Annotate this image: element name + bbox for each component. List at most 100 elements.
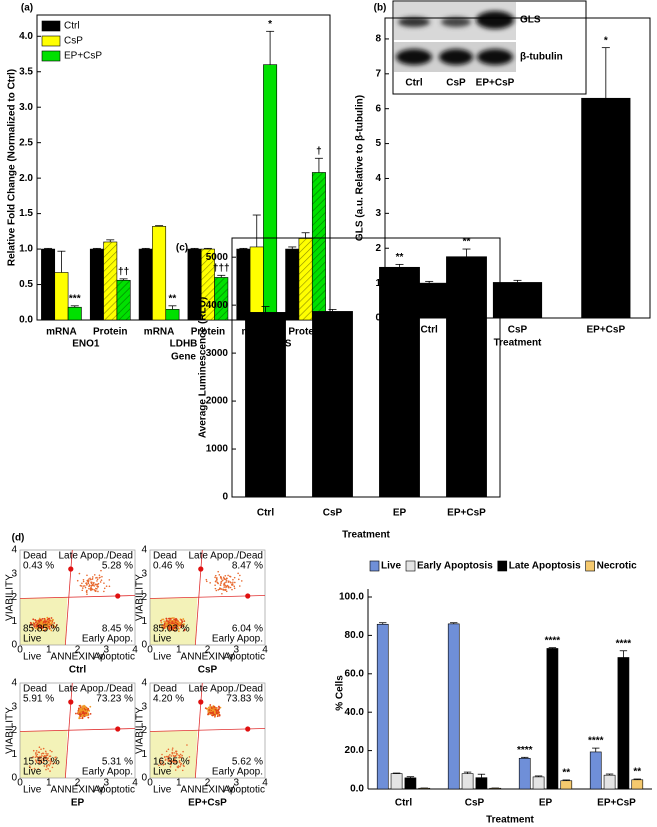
y-tick-label: 60.0 [345,668,365,679]
quadrant-value: 73.23 % [96,694,133,705]
event-dot [84,710,86,713]
x-axis-label: ANNEXIN V [181,785,235,796]
event-dot [83,713,86,715]
x-end-label: Apoptotic [223,652,265,663]
x-tick-label: 2 [205,645,211,656]
event-dot [99,576,101,579]
event-dot [77,712,80,714]
x-tick-label: Ctrl [421,325,438,336]
x-tick-label: 4 [132,645,138,656]
event-dot [89,712,92,715]
event-dot [172,754,175,757]
event-dot [40,748,42,751]
event-dot [96,578,99,581]
event-dot [211,709,214,712]
legend-label: CsP [64,36,83,47]
event-dot [32,618,35,621]
event-dot [42,621,45,624]
event-dot [33,767,36,770]
x-end-label: Apoptotic [223,785,265,796]
event-dot [44,625,47,628]
event-dot [188,759,190,762]
legend-label: Late Apoptosis [509,561,581,572]
event-dot [98,574,101,577]
event-dot [86,593,88,596]
event-dot [103,587,106,590]
event-dot [171,752,174,755]
event-dot [49,755,52,757]
y-tick-label: 4000 [206,300,229,311]
event-dot [42,626,45,629]
quadrant-value: 8.45 % [102,624,133,635]
event-dot [216,715,219,718]
event-dot [43,765,46,767]
legend-swatch [369,560,380,572]
event-dot [87,578,90,580]
x-tick-label: 4 [132,778,138,789]
lane-label: EP+CsP [476,78,515,89]
bar [54,272,69,321]
y-tick-label: 0 [141,640,147,651]
event-dot [30,626,33,629]
event-dot [182,623,185,626]
event-dot [95,587,97,590]
event-dot [178,627,180,630]
event-dot [34,756,37,759]
x-tick-label: EP [539,798,553,809]
event-dot [39,619,42,622]
event-dot [175,619,178,621]
event-dot [173,761,175,764]
event-dot [168,623,171,626]
x-tick-label: mRNA [144,327,175,338]
event-dot [100,579,103,581]
event-dot [95,583,98,586]
event-dot [207,710,210,713]
event-dot [178,759,181,762]
event-dot [168,758,170,761]
event-dot [215,710,218,712]
event-dot [99,581,102,583]
event-dot [76,579,79,582]
event-dot [46,754,49,757]
event-dot [227,574,229,577]
event-dot [169,754,171,756]
event-dot [91,576,94,578]
plot-frame [149,549,266,646]
event-dot [216,712,219,715]
band [441,17,471,27]
x-tick-label: 1 [176,778,182,789]
event-dot [89,705,92,708]
x-axis-label: Treatment [342,530,390,541]
event-dot [96,583,99,586]
event-dot [233,585,236,588]
event-dot [168,627,171,630]
event-dot [178,622,180,625]
bar [390,773,403,790]
y-tick-label: 100.0 [339,592,364,603]
event-dot [213,712,216,714]
event-dot [46,759,48,761]
event-dot [29,766,31,769]
event-dot [40,626,43,629]
quadrant-name: Early Apop. [82,634,133,645]
event-dot [173,618,176,621]
event-dot [225,578,227,581]
event-dot [86,710,89,713]
x-tick-label: mRNA [46,327,77,338]
event-dot [40,756,42,759]
significance-marker: **** [588,736,604,747]
event-dot [170,626,173,629]
quadrant-value: 85.03 % [153,624,190,635]
bar [165,309,180,321]
event-dot [47,623,50,626]
quadrant-value: 5.62 % [232,757,263,768]
event-dot [51,766,54,769]
y-axis-label: VIABILITY [5,574,16,621]
event-dot [167,624,169,626]
event-dot [79,584,82,587]
y-tick-label: 4 [141,678,147,689]
event-dot [54,758,57,761]
event-dot [177,630,180,633]
x-tick-label: 0 [147,778,153,789]
